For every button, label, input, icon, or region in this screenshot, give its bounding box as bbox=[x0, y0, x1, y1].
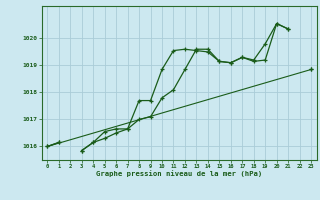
X-axis label: Graphe pression niveau de la mer (hPa): Graphe pression niveau de la mer (hPa) bbox=[96, 171, 262, 177]
